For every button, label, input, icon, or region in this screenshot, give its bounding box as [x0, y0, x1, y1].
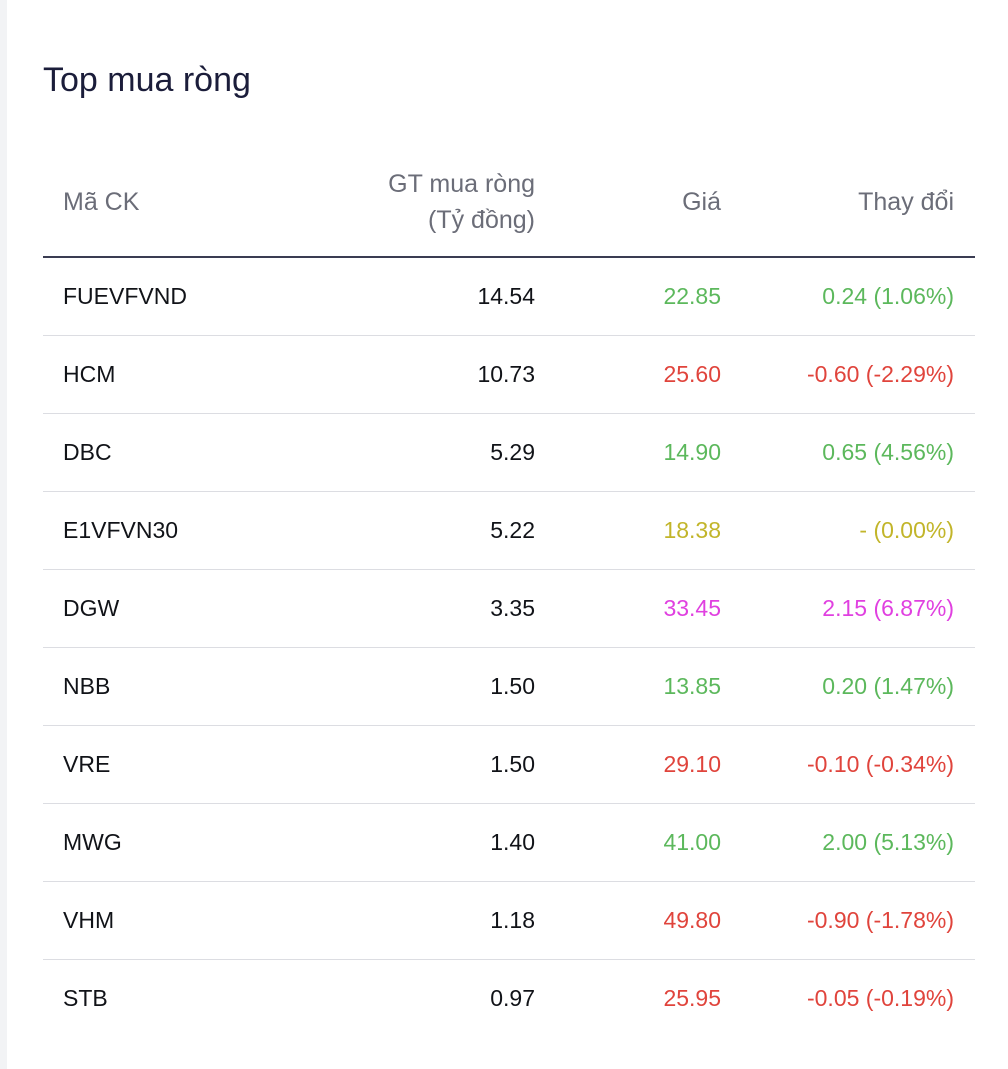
header-price: Giá [682, 188, 721, 216]
left-edge-strip [0, 0, 7, 1069]
table-header: Mã CK GT mua ròng (Tỷ đồng) Giá Thay đổi [43, 148, 975, 258]
change-cell: -0.05 (-0.19%) [806, 985, 954, 1011]
price-cell: 33.45 [663, 595, 721, 621]
change-cell: 0.24 (1.06%) [822, 283, 954, 309]
price-cell: 13.85 [663, 673, 721, 699]
change-cell: - (0.00%) [859, 517, 954, 543]
net-value-cell: 14.54 [477, 283, 535, 309]
symbol-cell: VRE [63, 751, 111, 777]
price-cell: 49.80 [663, 907, 721, 933]
table-row[interactable]: MWG 1.40 41.00 2.00 (5.13%) [43, 804, 975, 882]
card-title: Top mua ròng [43, 61, 251, 99]
price-cell: 25.95 [663, 985, 721, 1011]
header-symbol: Mã CK [63, 188, 140, 216]
net-buy-table: Mã CK GT mua ròng (Tỷ đồng) Giá Thay đổi… [43, 148, 975, 1037]
symbol-cell: E1VFVN30 [63, 517, 179, 543]
net-value-cell: 1.18 [490, 907, 535, 933]
change-cell: 2.15 (6.87%) [822, 595, 954, 621]
net-value-cell: 0.97 [490, 985, 535, 1011]
table-row[interactable]: VRE 1.50 29.10 -0.10 (-0.34%) [43, 726, 975, 804]
table-row[interactable]: NBB 1.50 13.85 0.20 (1.47%) [43, 648, 975, 726]
net-value-cell: 1.50 [490, 751, 535, 777]
change-cell: -0.90 (-1.78%) [806, 907, 954, 933]
price-cell: 18.38 [663, 517, 721, 543]
symbol-cell: HCM [63, 361, 116, 387]
symbol-cell: DBC [63, 439, 112, 465]
price-cell: 41.00 [663, 829, 721, 855]
table-body: FUEVFVND 14.54 22.85 0.24 (1.06%) HCM 10.73 25… [43, 258, 975, 1037]
net-value-cell: 1.50 [490, 673, 535, 699]
table-row[interactable]: HCM 10.73 25.60 -0.60 (-2.29%) [43, 336, 975, 414]
symbol-cell: VHM [63, 907, 115, 933]
change-cell: -0.10 (-0.34%) [806, 751, 954, 777]
table-row[interactable]: STB 0.97 25.95 -0.05 (-0.19%) [43, 960, 975, 1037]
change-cell: 0.20 (1.47%) [822, 673, 954, 699]
price-cell: 14.90 [663, 439, 721, 465]
change-cell: 0.65 (4.56%) [822, 439, 954, 465]
table-row[interactable]: DBC 5.29 14.90 0.65 (4.56%) [43, 414, 975, 492]
net-value-cell: 3.35 [490, 595, 535, 621]
header-net-value-line2: (Tỷ đồng) [428, 206, 535, 234]
table-row[interactable]: E1VFVN30 5.22 18.38 - (0.00%) [43, 492, 975, 570]
net-value-cell: 10.73 [477, 361, 535, 387]
symbol-cell: STB [63, 985, 108, 1011]
change-cell: 2.00 (5.13%) [822, 829, 954, 855]
symbol-cell: NBB [63, 673, 111, 699]
net-value-cell: 5.29 [490, 439, 535, 465]
symbol-cell: FUEVFVND [63, 283, 187, 309]
net-value-cell: 5.22 [490, 517, 535, 543]
header-change: Thay đổi [858, 188, 954, 216]
table-row[interactable]: FUEVFVND 14.54 22.85 0.24 (1.06%) [43, 258, 975, 336]
price-cell: 22.85 [663, 283, 721, 309]
net-value-cell: 1.40 [490, 829, 535, 855]
price-cell: 25.60 [663, 361, 721, 387]
symbol-cell: MWG [63, 829, 122, 855]
table-row[interactable]: VHM 1.18 49.80 -0.90 (-1.78%) [43, 882, 975, 960]
table-row[interactable]: DGW 3.35 33.45 2.15 (6.87%) [43, 570, 975, 648]
symbol-cell: DGW [63, 595, 120, 621]
header-net-value-line1: GT mua ròng [388, 170, 535, 198]
price-cell: 29.10 [663, 751, 721, 777]
header-net-value: GT mua ròng (Tỷ đồng) [263, 166, 535, 238]
top-net-buy-card: Top mua ròng Mã CK GT mua ròng (Tỷ đồng)… [7, 0, 1008, 1069]
change-cell: -0.60 (-2.29%) [806, 361, 954, 387]
